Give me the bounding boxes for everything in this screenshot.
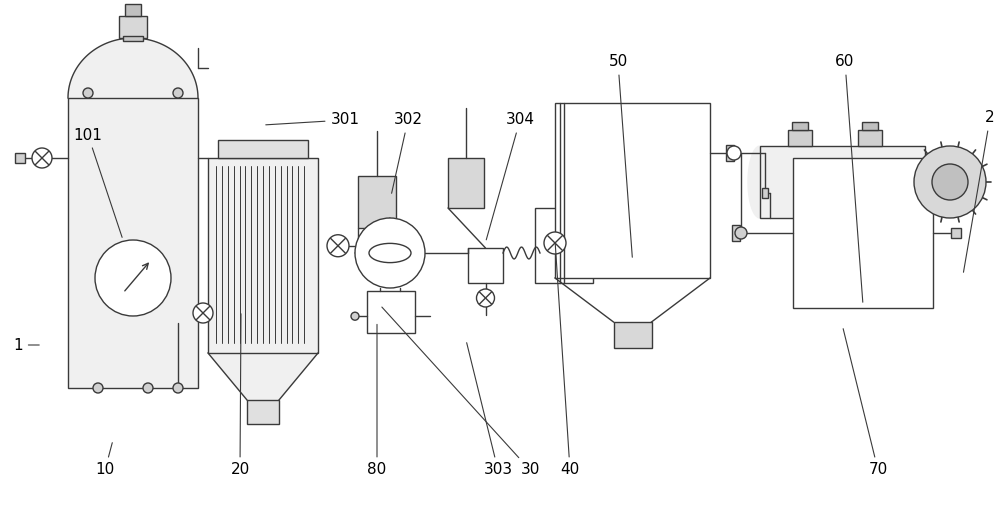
Circle shape [914, 146, 986, 218]
Text: 50: 50 [608, 54, 632, 257]
Bar [15, 153, 25, 163]
Circle shape [193, 303, 213, 323]
Circle shape [477, 289, 494, 307]
Bar [358, 176, 396, 228]
Bar [555, 103, 710, 278]
Text: 20: 20 [230, 314, 250, 478]
Bar [862, 122, 878, 130]
Circle shape [544, 232, 566, 254]
Bar [247, 400, 279, 424]
Polygon shape [208, 353, 318, 400]
Bar [726, 145, 734, 161]
Text: 60: 60 [835, 54, 863, 302]
Bar [762, 188, 768, 198]
Circle shape [173, 383, 183, 393]
Bar [123, 36, 143, 41]
Circle shape [932, 164, 968, 200]
Bar [593, 218, 643, 276]
Circle shape [327, 235, 349, 257]
Text: 101: 101 [74, 128, 122, 237]
Bar [760, 146, 925, 218]
Text: 30: 30 [382, 307, 540, 478]
Circle shape [143, 383, 153, 393]
Bar [208, 158, 318, 353]
Text: 303: 303 [467, 343, 513, 478]
Bar [535, 208, 593, 283]
Circle shape [735, 227, 747, 239]
Ellipse shape [369, 243, 411, 263]
Bar [951, 228, 961, 238]
Polygon shape [555, 278, 710, 322]
Text: 40: 40 [555, 243, 580, 478]
Circle shape [83, 88, 93, 98]
Text: 1: 1 [13, 337, 39, 353]
Bar [614, 322, 652, 348]
Bar [68, 98, 198, 388]
Bar [792, 122, 808, 130]
Circle shape [93, 383, 103, 393]
Polygon shape [748, 146, 760, 218]
Bar [732, 225, 740, 241]
Bar [858, 130, 882, 146]
Bar [367, 291, 415, 333]
Polygon shape [68, 38, 198, 98]
Text: 80: 80 [367, 325, 387, 478]
Bar [125, 4, 141, 16]
Text: 301: 301 [266, 112, 360, 128]
Bar [468, 248, 503, 283]
Bar [119, 16, 147, 38]
Circle shape [32, 148, 52, 168]
Circle shape [351, 312, 359, 320]
Text: 302: 302 [392, 112, 422, 193]
Bar [793, 158, 933, 308]
Text: 2: 2 [963, 111, 995, 272]
Circle shape [173, 88, 183, 98]
Bar [218, 140, 308, 158]
Polygon shape [643, 218, 672, 276]
Text: 10: 10 [95, 442, 115, 478]
Circle shape [95, 240, 171, 316]
Bar [448, 158, 484, 208]
Text: 304: 304 [486, 112, 534, 240]
Circle shape [355, 218, 425, 288]
Text: 70: 70 [843, 329, 888, 478]
Circle shape [727, 146, 741, 160]
Bar [788, 130, 812, 146]
